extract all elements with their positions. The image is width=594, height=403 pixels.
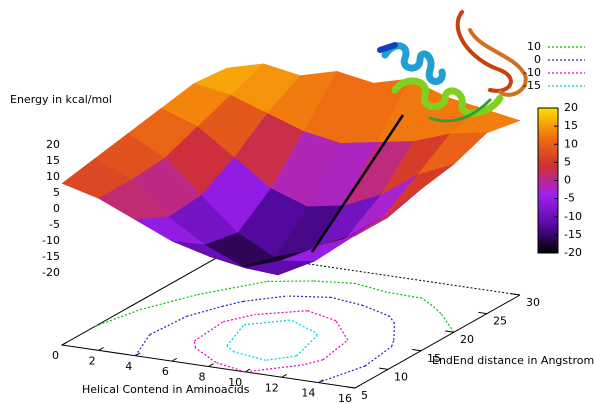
- page: {"chart_data": {"type": "surface", "zlab…: [0, 0, 594, 403]
- colorbar-tick-label: -15: [564, 228, 582, 241]
- x-tick: [282, 374, 287, 377]
- surface-layer: [62, 64, 520, 275]
- z-tick-label: 10: [46, 170, 60, 183]
- colorbar-tick-label: -5: [564, 192, 575, 205]
- z-tick-label: -10: [42, 234, 60, 247]
- x-tick-label: 10: [228, 376, 242, 389]
- colorbar-tick-label: -20: [564, 246, 582, 259]
- z-tick-label: 5: [53, 186, 60, 199]
- x-tick: [99, 348, 104, 351]
- y-tick-label: 20: [460, 333, 474, 346]
- contour-line: [194, 311, 347, 372]
- z-tick-label: -15: [42, 250, 60, 263]
- y-tick: [379, 368, 388, 369]
- ribbon-helix: [385, 46, 442, 82]
- contour-line: [135, 296, 394, 383]
- y-tick-label: 5: [361, 389, 368, 402]
- legend-label: 10: [527, 40, 541, 53]
- chart: Energy in kcal/mol Helical Contend in Am…: [0, 0, 594, 403]
- legend-label: -10: [523, 66, 541, 79]
- z-tick-label: 0: [53, 202, 60, 215]
- y-tick-label: 15: [427, 352, 441, 365]
- colorbar-tick-label: 10: [564, 137, 578, 150]
- x-tick-label: 2: [89, 354, 96, 367]
- y-tick: [511, 294, 520, 295]
- colorbar-tick-label: 0: [564, 174, 571, 187]
- x-tick: [209, 364, 214, 367]
- x-axis-label: Helical Contend in Aminoacids: [82, 383, 250, 396]
- ribbon-strand: [470, 30, 526, 95]
- y-tick-label: 25: [493, 315, 507, 328]
- y-axis-label: EndEnd distance in Angstrom: [432, 354, 594, 367]
- x-tick-label: 14: [301, 387, 315, 400]
- contour-line: [227, 320, 317, 360]
- contour-line: [95, 281, 454, 332]
- legend-label: 0: [534, 53, 541, 66]
- x-tick-label: 6: [162, 365, 169, 378]
- x-tick-label: 0: [52, 349, 59, 362]
- y-tick-label: 10: [394, 370, 408, 383]
- z-tick-label: -20: [42, 266, 60, 279]
- y-tick: [478, 312, 487, 313]
- x-tick-label: 4: [125, 360, 132, 373]
- x-tick: [172, 358, 177, 361]
- z-tick-label: 20: [46, 138, 60, 151]
- z-tick-label: 15: [46, 154, 60, 167]
- x-tick-label: 8: [199, 371, 206, 384]
- colorbar-tick-label: 5: [564, 155, 571, 168]
- x-tick: [62, 342, 67, 345]
- ribbon-strand: [458, 12, 511, 91]
- colorbar-tick-label: -10: [564, 210, 582, 223]
- y-tick: [346, 387, 355, 388]
- colorbar-tick-label: 20: [564, 101, 578, 114]
- z-tick-label: -5: [49, 218, 60, 231]
- x-tick: [355, 385, 360, 388]
- y-tick: [412, 350, 421, 351]
- y-tick-label: 30: [526, 296, 540, 309]
- colorbar-tick-label: 15: [564, 119, 578, 132]
- z-axis-label: Energy in kcal/mol: [10, 93, 112, 106]
- legend-label: -15: [523, 79, 541, 92]
- x-tick-label: 12: [265, 381, 279, 394]
- x-tick-label: 16: [338, 392, 352, 403]
